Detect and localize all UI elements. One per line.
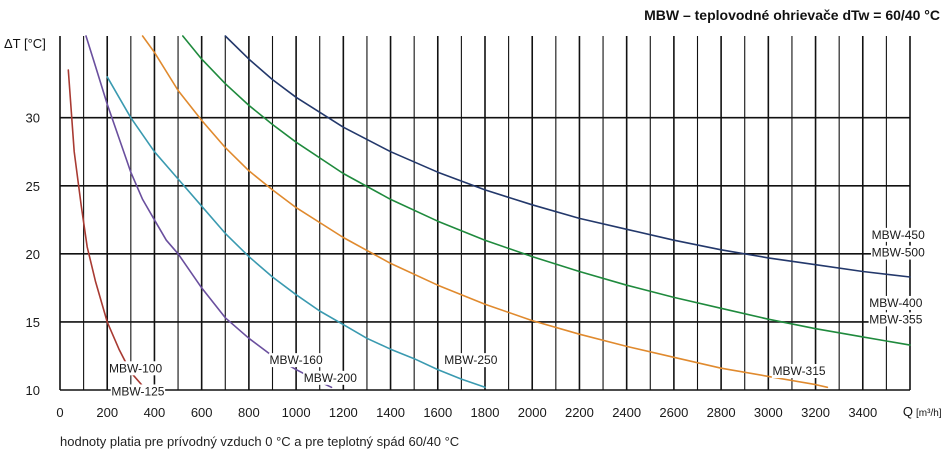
series-label: MBW-500 [872,246,925,260]
x-tick-label: 1000 [282,405,311,420]
x-tick-label: 800 [238,405,260,420]
series-label: MBW-160 [270,353,323,367]
y-tick-label: 20 [26,247,40,262]
x-tick-label: 400 [144,405,166,420]
x-tick-label: 2000 [518,405,547,420]
series-label: MBW-200 [304,371,357,385]
series-label-bg [110,384,166,399]
x-tick-label: 2800 [707,405,736,420]
series-label-bg [268,353,324,368]
x-tick-label: 3400 [848,405,877,420]
x-axis-label: Q [903,404,913,419]
series-line-6 [224,35,911,278]
series-label: MBW-100 [109,361,162,375]
y-tick-bg [28,381,56,397]
series-lines [67,35,911,389]
x-tick-label: 3000 [754,405,783,420]
x-tick-label: 1400 [376,405,405,420]
x-tick-label: 2200 [565,405,594,420]
y-tick-label: 10 [26,383,40,398]
x-tick-label: 3200 [801,405,830,420]
y-ticks: 10 15 20 25 30 [26,108,56,398]
series-line-2 [85,35,333,389]
series-label-bg [870,245,926,260]
series-line-3 [106,76,486,389]
x-ticks: 0 200 400 600 800 1000 1200 1400 1600 1800 2000 220… [56,405,877,420]
x-tick-label: 2400 [612,405,641,420]
y-tick-label: 15 [26,315,40,330]
series-label-bg [303,370,358,385]
y-tick-bg [28,108,56,125]
x-tick-label: 2600 [659,405,688,420]
x-tick-label: 1200 [329,405,358,420]
series-label: MBW-400 [869,296,922,310]
series-label-bg [108,361,163,376]
x-tick-label: 0 [56,405,63,420]
x-tick-label: 1600 [423,405,452,420]
x-tick-label: 600 [191,405,213,420]
series-annotations: MBW-100 MBW-125 MBW-160 MBW-200 MBW-250 MBW-3… [108,227,926,399]
series-label-bg [771,364,827,379]
series-label: MBW-125 [111,384,164,398]
series-label-bg [868,312,924,327]
series-label-bg [868,295,924,310]
series-label-bg [443,353,499,368]
series-label: MBW-355 [869,312,922,326]
series-label: MBW-250 [444,353,497,367]
y-axis-label: ΔT [°C] [4,36,46,51]
y-tick-bg [28,176,56,193]
x-tick-label: 200 [96,405,118,420]
chart-title: MBW – teplovodné ohrievače dTw = 60/40 °… [644,7,940,23]
x-tick-label: 1800 [471,405,500,420]
series-label: MBW-315 [772,364,825,378]
y-tick-label: 30 [26,111,40,126]
series-line-5 [182,35,911,346]
y-tick-label: 25 [26,179,40,194]
y-tick-bg [28,244,56,261]
series-label-bg [870,227,926,242]
series-line-4 [141,35,829,389]
series-label: MBW-450 [872,228,925,242]
footnote: hodnoty platia pre prívodný vzduch 0 °C … [60,434,459,449]
grid [59,36,911,391]
x-axis-unit: [m³/h] [916,408,942,419]
y-tick-bg [28,312,56,329]
